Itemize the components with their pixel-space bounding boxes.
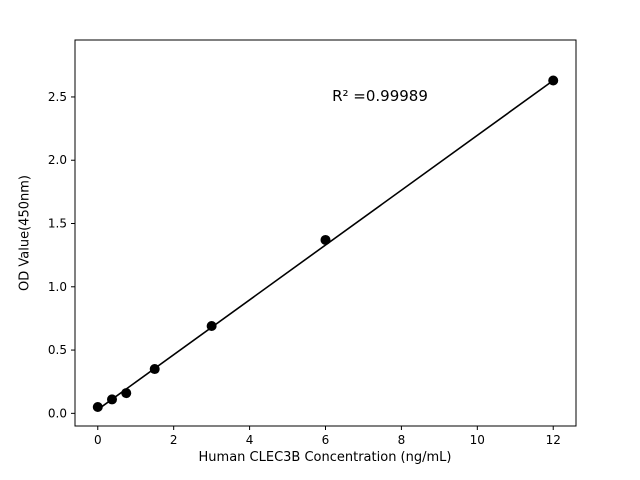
- x-tick-label: 12: [546, 433, 561, 447]
- y-tick-label: 1.5: [48, 217, 67, 231]
- data-point: [107, 394, 118, 405]
- data-point: [206, 321, 217, 332]
- data-point: [92, 402, 103, 413]
- x-tick-label: 0: [94, 433, 102, 447]
- x-tick-label: 2: [170, 433, 178, 447]
- data-point: [320, 234, 331, 245]
- data-point: [149, 364, 160, 375]
- y-tick-label: 0.5: [48, 343, 67, 357]
- data-point: [548, 75, 559, 86]
- x-tick-label: 8: [398, 433, 406, 447]
- plot-frame: [74, 39, 577, 427]
- x-axis-label: Human CLEC3B Concentration (ng/mL): [198, 450, 452, 465]
- fit-line: [97, 79, 554, 411]
- y-tick-label: 2.5: [48, 90, 67, 104]
- x-tick-label: 10: [470, 433, 485, 447]
- r-squared-annotation: R² =0.99989: [332, 87, 428, 105]
- y-tick-label: 1.0: [48, 280, 67, 294]
- x-tick-label: 4: [246, 433, 254, 447]
- data-point: [121, 388, 132, 399]
- y-tick-label: 2.0: [48, 153, 67, 167]
- x-tick-label: 6: [322, 433, 330, 447]
- y-axis-label: OD Value(450nm): [17, 175, 33, 291]
- y-tick-label: 0.0: [48, 406, 67, 420]
